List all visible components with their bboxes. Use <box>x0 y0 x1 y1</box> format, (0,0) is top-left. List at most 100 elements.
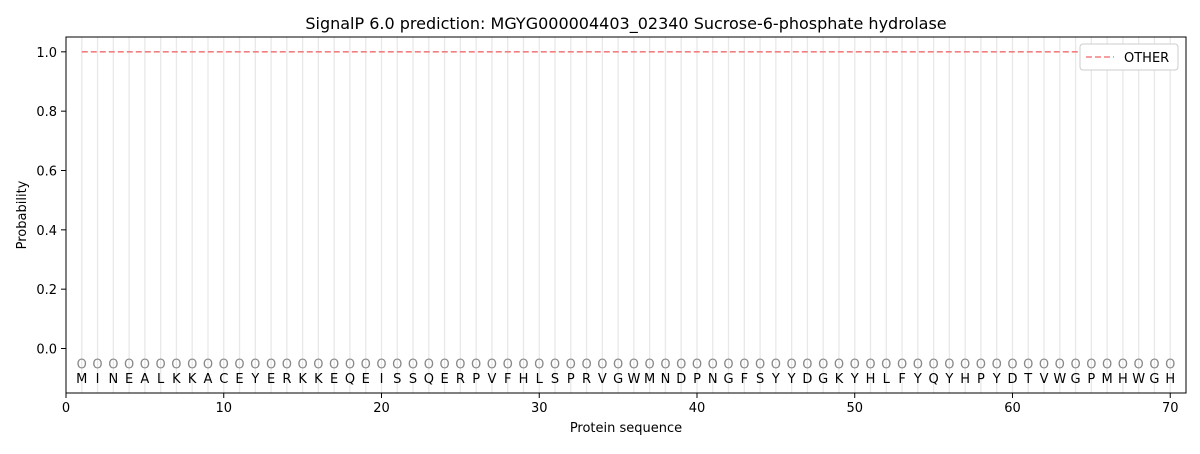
residue-letter: K <box>298 372 307 387</box>
region-label-o: O <box>1165 357 1175 372</box>
region-label-o: O <box>345 357 355 372</box>
x-axis-label: Protein sequence <box>570 421 682 436</box>
legend-box <box>1079 43 1179 71</box>
residue-letter: Y <box>944 372 953 387</box>
y-tick-label: 0.0 <box>36 343 57 358</box>
region-label-o: O <box>298 357 308 372</box>
residue-letter: D <box>802 372 812 387</box>
residue-letter: Y <box>771 372 780 387</box>
legend: OTHER <box>1079 43 1179 71</box>
residue-letter: L <box>157 372 165 387</box>
residue-letter: Q <box>928 372 938 387</box>
region-label-o: O <box>992 357 1002 372</box>
residue-letter: S <box>551 372 559 387</box>
x-tick-label: 0 <box>62 401 70 416</box>
region-label-o: O <box>534 357 544 372</box>
region-label-o: O <box>1007 357 1017 372</box>
region-label-o: O <box>250 357 260 372</box>
region-label-o: O <box>850 357 860 372</box>
residue-letter: E <box>330 372 338 387</box>
region-label-o: O <box>976 357 986 372</box>
residue-letter: S <box>393 372 401 387</box>
x-tick-label: 70 <box>1162 401 1179 416</box>
residue-letter: I <box>96 372 100 387</box>
region-label-o: O <box>708 357 718 372</box>
region-label-o: O <box>376 357 386 372</box>
region-label-o: O <box>282 357 292 372</box>
residue-letter: Y <box>850 372 859 387</box>
y-axis: 0.0 0.2 0.4 0.6 0.8 1.0 <box>36 46 66 358</box>
residue-letter: P <box>1087 372 1095 387</box>
plot-frame <box>65 36 1187 394</box>
region-label-o: O <box>219 357 229 372</box>
grid-lines <box>81 37 1171 393</box>
residue-letter: K <box>314 372 323 387</box>
residue-letter: W <box>627 372 640 387</box>
residue-letter: S <box>756 372 764 387</box>
residue-letter: P <box>977 372 985 387</box>
residue-letter: F <box>504 372 511 387</box>
residue-letter: A <box>204 372 213 387</box>
region-label-o: O <box>156 357 166 372</box>
residue-letter: M <box>1102 372 1113 387</box>
region-label-o: O <box>645 357 655 372</box>
region-label-o: O <box>881 357 891 372</box>
residue-letter: C <box>219 372 228 387</box>
residue-letter: H <box>866 372 876 387</box>
residue-letter: D <box>676 372 686 387</box>
region-label-o: O <box>550 357 560 372</box>
residue-letter: W <box>1132 372 1145 387</box>
region-label-o: O <box>361 357 371 372</box>
region-label-o: O <box>818 357 828 372</box>
chart-title: SignalP 6.0 prediction: MGYG000004403_02… <box>305 14 946 34</box>
x-tick-label: 50 <box>846 401 863 416</box>
residue-letter: E <box>235 372 243 387</box>
region-label-o: O <box>1086 357 1096 372</box>
x-axis: 0 10 20 30 40 50 60 70 <box>62 393 1179 416</box>
residue-letter: G <box>1149 372 1159 387</box>
residue-letter: D <box>1007 372 1017 387</box>
region-label-o: O <box>723 357 733 372</box>
residue-letter: S <box>409 372 417 387</box>
region-label-o: O <box>597 357 607 372</box>
region-label-o: O <box>676 357 686 372</box>
y-tick-label: 0.4 <box>36 224 57 239</box>
residue-letter: V <box>1040 372 1049 387</box>
region-label-o: O <box>503 357 513 372</box>
region-label-o: O <box>455 357 465 372</box>
residue-letter: V <box>487 372 496 387</box>
residue-letter: L <box>536 372 544 387</box>
region-label-o: O <box>1102 357 1112 372</box>
region-label-o: O <box>1149 357 1159 372</box>
residue-letter: M <box>76 372 87 387</box>
x-tick-label: 10 <box>215 401 232 416</box>
residue-letter: Y <box>992 372 1001 387</box>
region-label-o: O <box>408 357 418 372</box>
residue-letter: G <box>723 372 733 387</box>
region-label-o: O <box>266 357 276 372</box>
residue-letter: K <box>172 372 181 387</box>
region-label-o: O <box>424 357 434 372</box>
region-label-o: O <box>203 357 213 372</box>
residue-letter: Q <box>424 372 434 387</box>
residue-letter: I <box>380 372 384 387</box>
y-axis-label: Probability <box>15 180 30 249</box>
residue-letter: M <box>644 372 655 387</box>
region-label-o: O <box>660 357 670 372</box>
region-label-o: O <box>629 357 639 372</box>
residue-letter: Y <box>787 372 796 387</box>
region-label-o: O <box>487 357 497 372</box>
region-label-o: O <box>329 357 339 372</box>
residue-letter: K <box>188 372 197 387</box>
residue-letter: H <box>1165 372 1175 387</box>
residue-letter: E <box>440 372 448 387</box>
region-label-o: O <box>1055 357 1065 372</box>
residue-labels: OMOIONOEOAOLOKOKOAOCOEOYOEOROKOKOEOQOEOI… <box>76 357 1175 387</box>
residue-letter: Q <box>345 372 355 387</box>
x-tick-label: 30 <box>531 401 548 416</box>
region-label-o: O <box>787 357 797 372</box>
y-tick-label: 1.0 <box>36 46 57 61</box>
residue-letter: W <box>1053 372 1066 387</box>
